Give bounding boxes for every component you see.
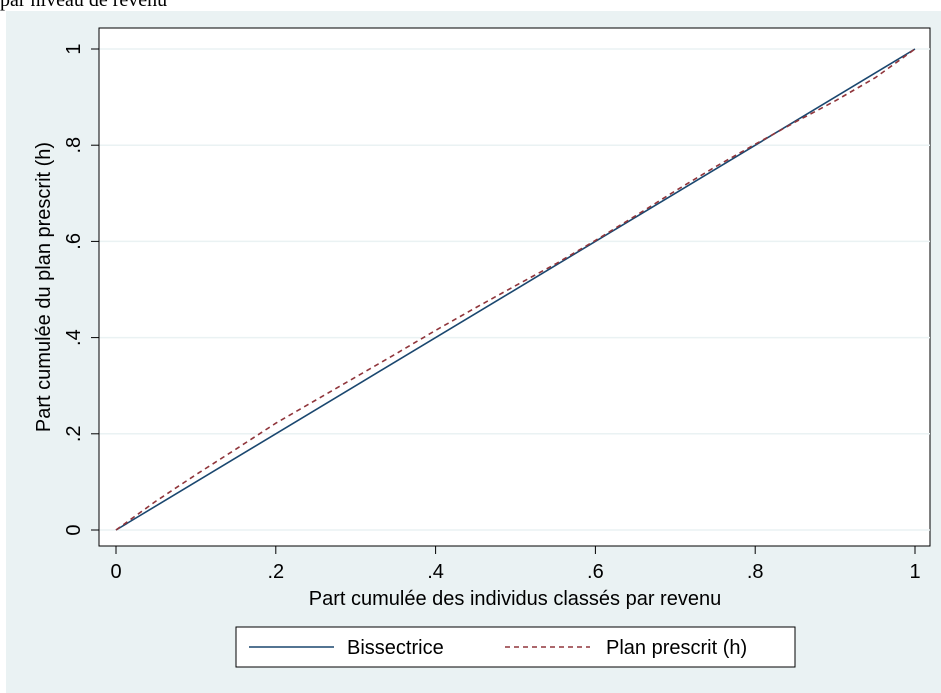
y-tick-label-0: 0 bbox=[63, 524, 85, 535]
legend-label-plan-prescrit: Plan prescrit (h) bbox=[606, 637, 747, 659]
y-tick-label-3: .6 bbox=[63, 233, 85, 250]
series-group bbox=[115, 48, 916, 531]
x-tick-label-2: .4 bbox=[427, 561, 444, 583]
figure-caption: par niveau de revenu bbox=[0, 0, 168, 11]
legend: Bissectrice Plan prescrit (h) bbox=[235, 626, 796, 668]
series-line-plan-prescrit bbox=[115, 48, 916, 531]
x-tick-label-1: .2 bbox=[267, 561, 284, 583]
y-tick-label-1: .2 bbox=[63, 425, 85, 442]
x-tick-label-3: .6 bbox=[587, 561, 604, 583]
y-tick-label-4: .8 bbox=[63, 137, 85, 154]
legend-label-bissectrice: Bissectrice bbox=[347, 637, 444, 659]
x-tick-label-5: 1 bbox=[909, 561, 920, 583]
gridlines bbox=[99, 48, 930, 531]
y-tick-label-5: 1 bbox=[63, 43, 85, 54]
x-tick-label-0: 0 bbox=[110, 561, 121, 583]
plot-area bbox=[98, 27, 931, 547]
x-axis-title: Part cumulée des individus classés par r… bbox=[309, 588, 721, 610]
x-tick-label-4: .8 bbox=[747, 561, 764, 583]
y-axis-title: Part cumulée du plan prescrit (h) bbox=[33, 142, 55, 432]
y-tick-label-2: .4 bbox=[63, 329, 85, 346]
ticks: 0 .2 .4 .6 .8 1 0 .2 .4 .6 .8 1 bbox=[63, 43, 921, 583]
